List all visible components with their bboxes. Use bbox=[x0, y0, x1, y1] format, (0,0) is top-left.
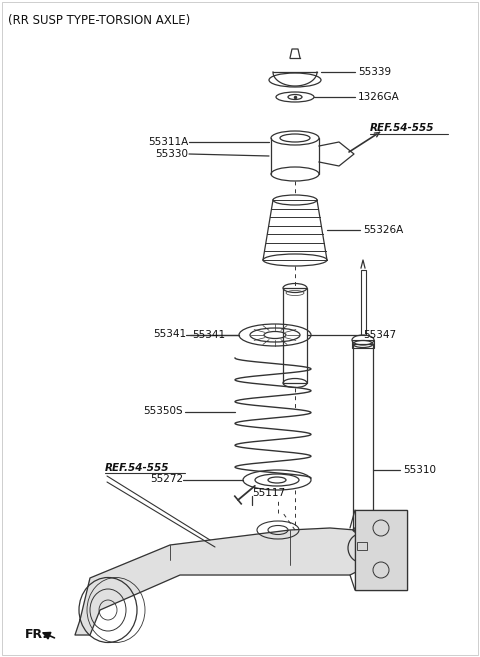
Text: 55330: 55330 bbox=[155, 149, 188, 159]
Text: (RR SUSP TYPE-TORSION AXLE): (RR SUSP TYPE-TORSION AXLE) bbox=[8, 14, 190, 27]
Text: 55310: 55310 bbox=[403, 465, 436, 475]
Bar bbox=[352, 340, 374, 348]
Text: REF.54-555: REF.54-555 bbox=[105, 463, 169, 473]
Text: 55341: 55341 bbox=[153, 329, 186, 339]
Bar bbox=[355, 510, 407, 590]
Bar bbox=[357, 542, 367, 550]
Text: 55117: 55117 bbox=[252, 488, 285, 498]
Bar bbox=[353, 344, 373, 530]
Text: 55347: 55347 bbox=[363, 330, 396, 340]
Bar bbox=[361, 270, 366, 335]
Text: FR.: FR. bbox=[25, 627, 48, 641]
Text: 55272: 55272 bbox=[150, 474, 183, 484]
Text: 55350S: 55350S bbox=[144, 406, 183, 416]
Text: 1326GA: 1326GA bbox=[358, 92, 400, 102]
Text: REF.54-555: REF.54-555 bbox=[370, 123, 434, 133]
Bar bbox=[355, 510, 407, 590]
Text: 55339: 55339 bbox=[358, 67, 391, 77]
Text: 55341: 55341 bbox=[192, 330, 225, 340]
Text: 55326A: 55326A bbox=[363, 225, 403, 235]
Polygon shape bbox=[75, 528, 370, 635]
Bar bbox=[283, 288, 307, 383]
Text: 55311A: 55311A bbox=[148, 137, 188, 147]
